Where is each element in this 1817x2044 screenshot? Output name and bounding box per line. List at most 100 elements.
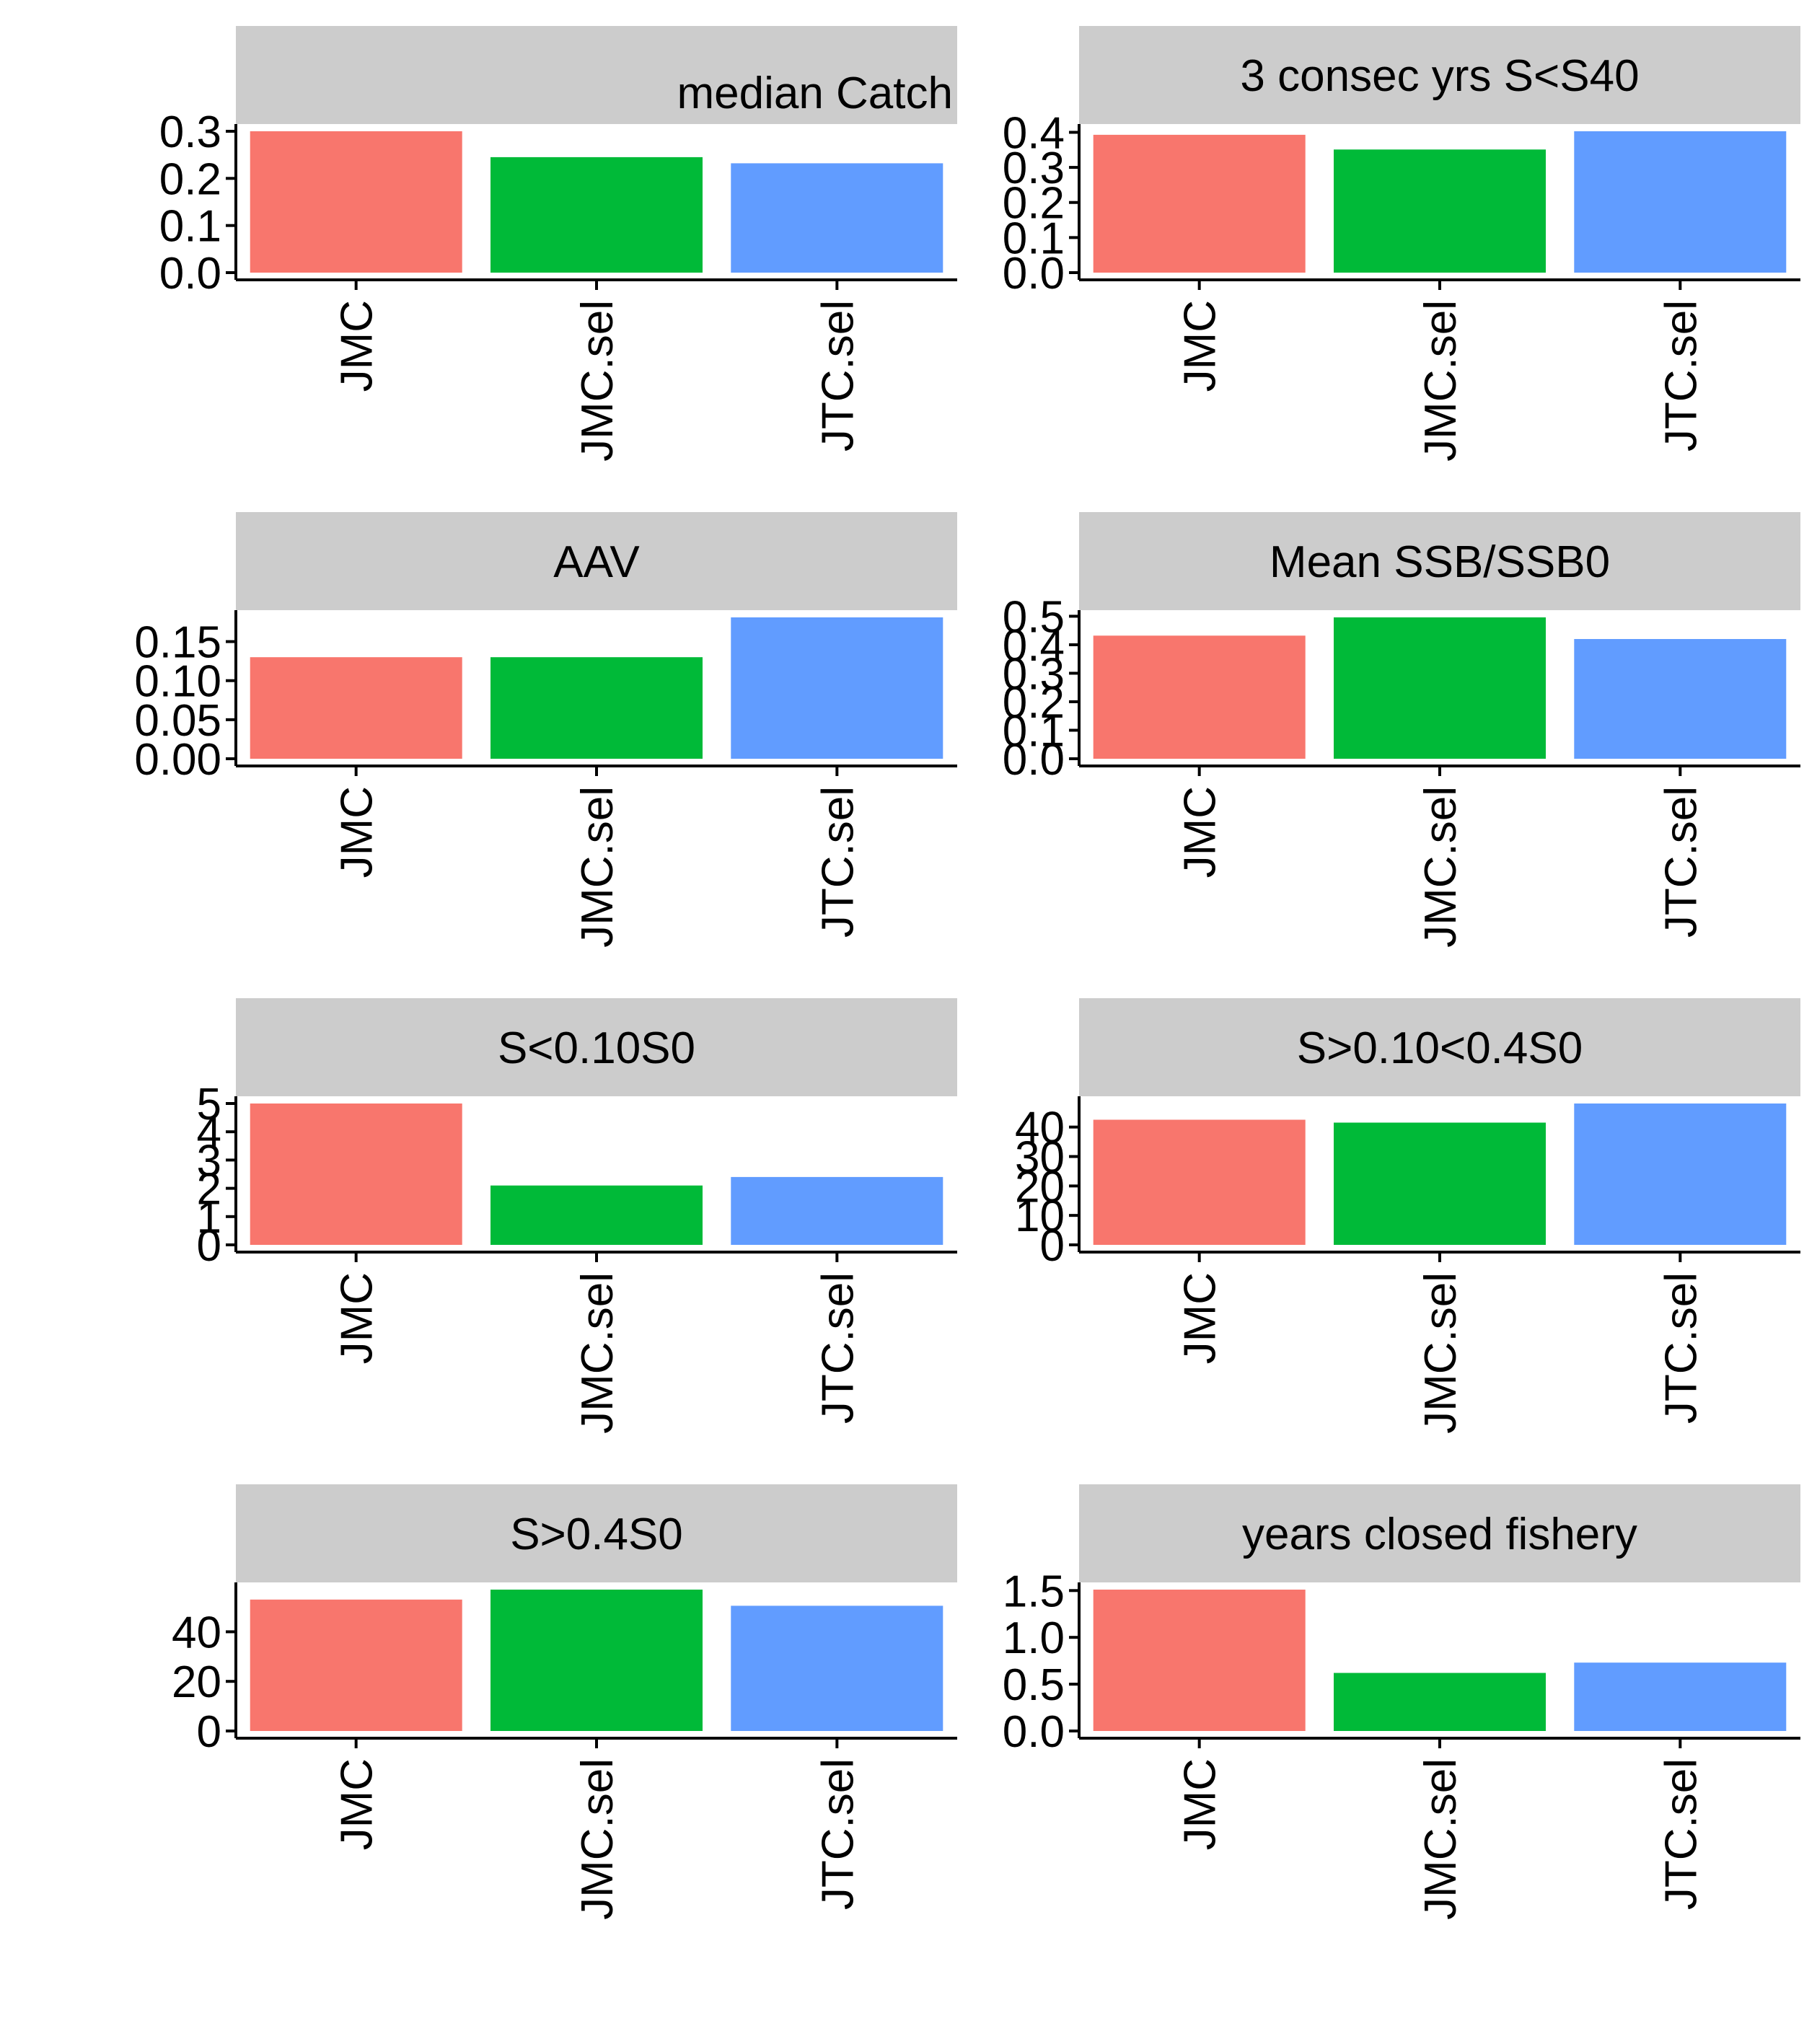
- x-tick-label: JMC.sel: [1416, 1758, 1466, 1920]
- y-tick-label: 0.5: [1003, 592, 1065, 642]
- bar-jmc: [250, 131, 462, 273]
- panel-strip: [1079, 26, 1800, 124]
- y-tick-label: 0.4: [1003, 621, 1065, 671]
- panel-title: S>0.4S0: [510, 1510, 683, 1559]
- y-tick-label: 20: [172, 1657, 221, 1707]
- y-tick-label: 0.15: [134, 618, 221, 668]
- panel-strip: [236, 1484, 957, 1582]
- panel-title: median Catch: [677, 69, 953, 118]
- x-tick-label: JTC.sel: [1656, 300, 1706, 451]
- y-tick-label: 0.1: [1003, 706, 1065, 756]
- bar-jtc-sel: [1574, 1104, 1787, 1245]
- bar-jmc-sel: [1334, 617, 1546, 759]
- y-tick-label: 4: [197, 1108, 221, 1158]
- panel-2: 3 consec yrs S<S40 0.00.10.20.30.4 JMC JMC.…: [1003, 26, 1800, 462]
- y-tick-label: 0.4: [1003, 108, 1065, 158]
- y-tick-label: 0.1: [159, 202, 221, 252]
- bar-jtc-sel: [1574, 1662, 1787, 1731]
- y-tick-label: 0.3: [1003, 649, 1065, 699]
- panel-8: years closed fishery 0.00.51.01.5 JMC JMC.s…: [1003, 1484, 1800, 1920]
- bar-jmc-sel: [490, 1590, 703, 1731]
- x-tick-label: JMC.sel: [573, 786, 622, 948]
- x-tick-label: JTC.sel: [813, 300, 863, 451]
- y-tick-label: 30: [1015, 1133, 1065, 1183]
- y-tick-label: 0.5: [1003, 1660, 1065, 1710]
- panel-title: AAV: [553, 537, 640, 587]
- bar-jmc-sel: [1334, 1122, 1546, 1245]
- y-tick-label: 0.3: [1003, 144, 1065, 193]
- x-tick-label: JMC: [1176, 1272, 1226, 1364]
- bar-jmc-sel: [490, 657, 703, 759]
- y-tick-label: 2: [197, 1165, 221, 1215]
- y-tick-label: 0.0: [159, 249, 221, 299]
- panel-title: S<0.10S0: [498, 1023, 695, 1073]
- panel-3: AAV 0.000.050.100.15 JMC JMC.sel JTC.sel: [134, 512, 957, 948]
- bar-jmc: [1093, 1119, 1306, 1245]
- bar-jmc: [250, 657, 462, 759]
- y-tick-label: 0.0: [1003, 249, 1065, 299]
- y-tick-label: 0.3: [159, 107, 221, 157]
- x-tick-label: JMC: [333, 1758, 382, 1850]
- bar-jtc-sel: [1574, 639, 1787, 759]
- x-tick-label: JMC.sel: [1416, 1272, 1466, 1434]
- y-tick-label: 1: [197, 1193, 221, 1243]
- y-tick-label: 10: [1015, 1191, 1065, 1241]
- y-tick-label: 0: [1040, 1221, 1065, 1271]
- x-tick-label: JMC: [333, 1272, 382, 1364]
- y-tick-label: 40: [1015, 1104, 1065, 1153]
- bar-jmc: [1093, 1590, 1306, 1731]
- panel-title: years closed fishery: [1242, 1510, 1637, 1559]
- bar-jtc-sel: [731, 163, 943, 273]
- x-tick-label: JMC.sel: [573, 1272, 622, 1434]
- bar-jmc-sel: [490, 1185, 703, 1245]
- x-tick-label: JMC.sel: [1416, 300, 1466, 462]
- panel-strip: [1079, 998, 1800, 1096]
- x-tick-label: JMC.sel: [573, 1758, 622, 1920]
- bar-jmc: [250, 1104, 462, 1245]
- panel-title: S>0.10<0.4S0: [1297, 1023, 1583, 1073]
- x-tick-label: JTC.sel: [813, 786, 863, 938]
- bar-jmc-sel: [1334, 1673, 1546, 1731]
- bar-jtc-sel: [1574, 131, 1787, 273]
- bar-jtc-sel: [731, 1176, 943, 1245]
- y-tick-label: 20: [1015, 1162, 1065, 1212]
- y-tick-label: 1.5: [1003, 1567, 1065, 1616]
- x-tick-label: JTC.sel: [1656, 1272, 1706, 1424]
- panel-strip: [236, 998, 957, 1096]
- y-tick-label: 0.2: [1003, 678, 1065, 728]
- y-tick-label: 0: [197, 1707, 221, 1757]
- x-tick-label: JTC.sel: [1656, 786, 1706, 938]
- bar-jmc-sel: [1334, 149, 1546, 273]
- y-tick-label: 0.1: [1003, 213, 1065, 263]
- panel-title: Mean SSB/SSB0: [1270, 537, 1610, 587]
- x-tick-label: JMC.sel: [1416, 786, 1466, 948]
- y-tick-label: 0.0: [1003, 1707, 1065, 1757]
- x-tick-label: JMC.sel: [573, 300, 622, 462]
- x-tick-label: JTC.sel: [813, 1272, 863, 1424]
- y-tick-label: 0.2: [159, 154, 221, 204]
- y-tick-label: 3: [197, 1136, 221, 1186]
- bar-jtc-sel: [731, 617, 943, 759]
- y-tick-label: 0.05: [134, 696, 221, 746]
- panel-strip: [1079, 1484, 1800, 1582]
- panel-strip: [236, 26, 957, 124]
- x-tick-label: JMC: [1176, 1758, 1226, 1850]
- y-tick-label: 1.0: [1003, 1613, 1065, 1663]
- bar-jmc-sel: [490, 157, 703, 273]
- y-tick-label: 0.00: [134, 735, 221, 785]
- panel-strip: [1079, 512, 1800, 610]
- y-tick-label: 40: [172, 1608, 221, 1657]
- y-tick-label: 5: [197, 1080, 221, 1129]
- x-tick-label: JTC.sel: [1656, 1758, 1706, 1910]
- y-tick-label: 0.2: [1003, 179, 1065, 229]
- panel-title: 3 consec yrs S<S40: [1240, 51, 1639, 101]
- x-tick-label: JMC: [1176, 300, 1226, 392]
- bar-jmc: [1093, 635, 1306, 759]
- x-tick-label: JMC: [333, 300, 382, 392]
- y-tick-label: 0.0: [1003, 735, 1065, 785]
